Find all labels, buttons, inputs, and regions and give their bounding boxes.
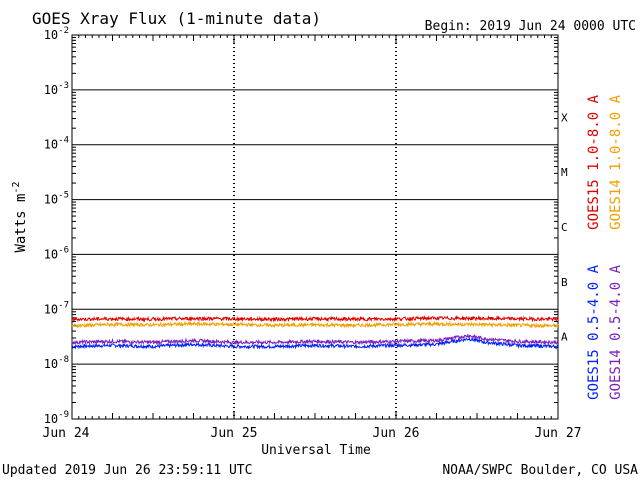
legend-label-2: GOES15 0.5-4.0 A	[586, 264, 602, 399]
x-tick-label-1: Jun 25	[211, 426, 258, 441]
legend-entry-0: GOES15 1.0-8.0 A	[586, 94, 602, 229]
y-tick-label-6: 10-8	[44, 355, 69, 371]
svg-text:Watts m-2: Watts m-2	[11, 181, 29, 252]
chart-title: GOES Xray Flux (1-minute data)	[32, 9, 321, 28]
y-tick-label-4: 10-6	[44, 245, 69, 261]
series-line-3	[71, 333, 559, 346]
series-line-0	[71, 314, 559, 323]
flare-class-c: C	[561, 221, 568, 234]
y-tick-label-3: 10-5	[44, 191, 69, 207]
x-tick-label-3: Jun 27	[535, 426, 582, 441]
y-axis-title-main: Watts m	[13, 194, 29, 253]
legend-entry-2: GOES15 0.5-4.0 A	[586, 264, 602, 399]
flare-class-x: X	[561, 111, 568, 124]
y-tick-label-5: 10-7	[44, 300, 69, 316]
legend-label-3: GOES14 0.5-4.0 A	[608, 264, 624, 399]
begin-label: Begin: 2019 Jun 24 0000 UTC	[425, 19, 636, 34]
legend-label-1: GOES14 1.0-8.0 A	[608, 94, 624, 229]
y-tick-label-0: 10-2	[44, 26, 69, 42]
flare-class-a: A	[561, 331, 568, 344]
flare-class-m: M	[561, 166, 568, 179]
series-line-2	[71, 336, 559, 350]
x-tick-label-2: Jun 26	[373, 426, 420, 441]
legend-entry-1: GOES14 1.0-8.0 A	[608, 94, 624, 229]
y-tick-label-2: 10-4	[44, 136, 69, 152]
footer-updated: Updated 2019 Jun 26 23:59:11 UTC	[2, 463, 252, 478]
legend: GOES15 1.0-8.0 A GOES14 1.0-8.0 A GOES15 0…	[586, 94, 624, 399]
series-line-1	[71, 320, 559, 329]
y-axis-title: Watts m-2	[11, 181, 29, 252]
legend-entry-3: GOES14 0.5-4.0 A	[608, 264, 624, 399]
footer-source: NOAA/SWPC Boulder, CO USA	[442, 463, 638, 478]
y-tick-label-7: 10-9	[44, 410, 69, 426]
legend-label-0: GOES15 1.0-8.0 A	[586, 94, 602, 229]
flare-class-b: B	[561, 276, 568, 289]
y-tick-label-1: 10-3	[44, 81, 69, 97]
plot-frame	[71, 34, 559, 420]
x-tick-label-0: Jun 24	[43, 426, 90, 441]
y-axis-title-exp: -2	[11, 181, 22, 193]
x-axis-title: Universal Time	[261, 443, 371, 458]
